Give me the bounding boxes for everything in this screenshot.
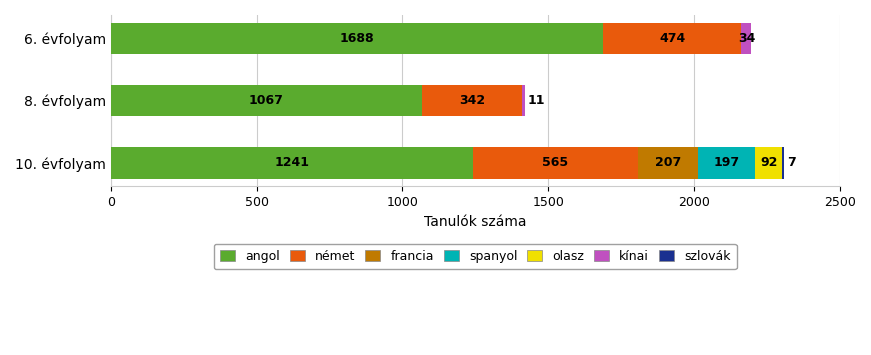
Bar — [111, 23, 604, 54]
Bar — [755, 147, 782, 179]
Text: 7: 7 — [787, 157, 795, 169]
Text: 92: 92 — [760, 157, 778, 169]
Text: 34: 34 — [738, 32, 755, 45]
Text: 474: 474 — [659, 32, 685, 45]
Bar — [741, 23, 752, 54]
Bar — [422, 85, 522, 116]
Text: 1241: 1241 — [274, 157, 309, 169]
Bar — [638, 147, 698, 179]
Text: 11: 11 — [527, 94, 545, 107]
Bar — [782, 147, 785, 179]
Text: 565: 565 — [542, 157, 568, 169]
Legend: angol, német, francia, spanyol, olasz, kínai, szlovák: angol, német, francia, spanyol, olasz, k… — [214, 244, 737, 269]
Text: 197: 197 — [713, 157, 739, 169]
Bar — [473, 147, 638, 179]
Bar — [604, 23, 741, 54]
Text: 1688: 1688 — [340, 32, 375, 45]
Text: 207: 207 — [655, 157, 681, 169]
Bar — [111, 85, 422, 116]
Bar — [111, 147, 473, 179]
Bar — [522, 85, 525, 116]
Bar — [698, 147, 755, 179]
Text: 1067: 1067 — [249, 94, 284, 107]
Text: 342: 342 — [459, 94, 485, 107]
X-axis label: Tanulók száma: Tanulók száma — [424, 215, 527, 229]
